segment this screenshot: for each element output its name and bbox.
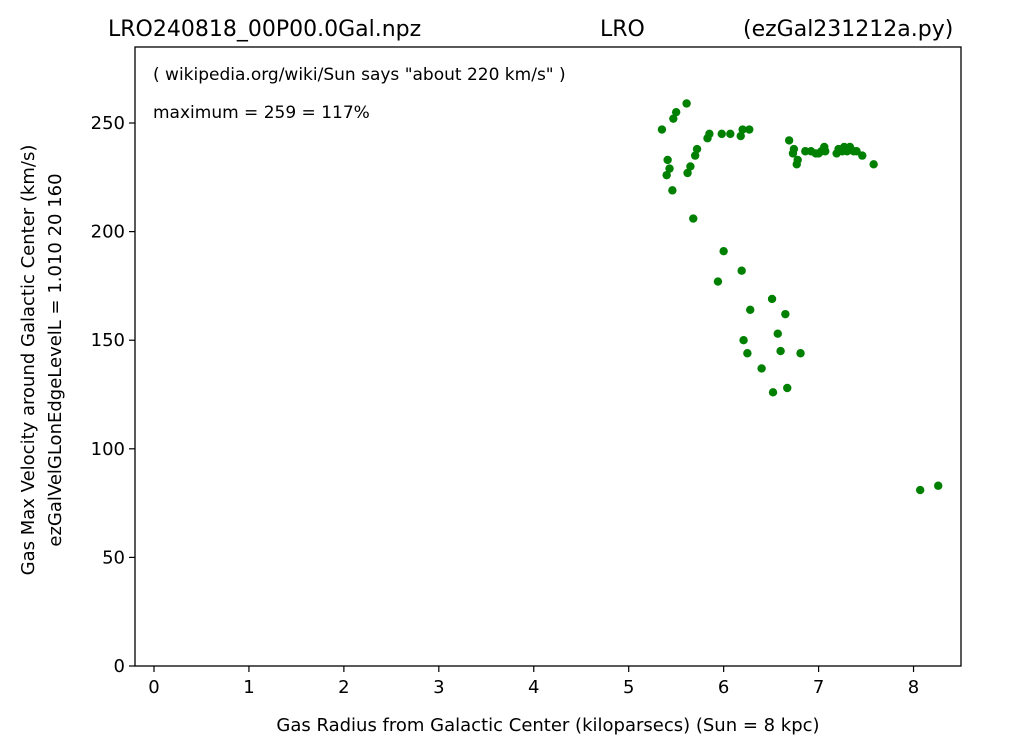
chart-title-station: LRO [600,17,645,42]
data-point [781,309,790,319]
data-point [671,107,681,117]
data-point [776,346,785,356]
data-point [737,266,746,275]
data-point [934,481,943,490]
data-point [767,294,777,304]
y-tick-label: 250 [91,113,125,134]
data-point [743,349,752,358]
data-point [689,214,698,223]
chart-title-program: (ezGal231212a.py) [743,17,953,42]
x-tick-label: 4 [528,677,539,698]
data-point [657,125,667,134]
data-point [738,125,747,134]
data-point [668,186,677,195]
data-point [739,336,748,345]
x-tick-label: 0 [148,677,159,698]
reference-note: ( wikipedia.org/wiki/Sun says "about 220… [153,65,566,85]
data-point [683,168,692,178]
data-point [773,329,782,338]
x-tick-label: 8 [908,677,919,698]
data-point [789,144,799,154]
data-point [745,125,754,134]
x-tick-label: 6 [718,677,729,698]
data-point [796,349,805,358]
data-point [746,305,755,315]
y-tick-label: 100 [91,439,125,460]
x-tick-label: 5 [623,677,634,698]
data-points [657,99,943,495]
data-point [793,155,802,165]
x-tick-label: 2 [338,677,349,698]
y-tick-label: 0 [114,656,125,677]
data-point [690,151,700,160]
y-axis-ticks: 0 50 100 150 200 250 [91,113,135,677]
x-axis-ticks: 0 1 2 3 4 5 6 7 8 [148,666,919,698]
chart-title-file: LRO240818_00P00.0Gal.npz [108,17,421,42]
y-axis-label-line1: Gas Max Velocity around Galactic Center … [18,145,39,576]
x-tick-label: 1 [243,677,254,698]
data-point [821,147,830,156]
y-tick-label: 200 [91,222,125,243]
data-point [705,129,714,139]
data-point [768,388,778,397]
data-point [852,147,861,156]
x-tick-label: 7 [813,677,824,698]
x-tick-label: 3 [433,677,444,698]
y-tick-label: 50 [102,547,125,568]
plot-area [134,46,962,667]
data-point [662,170,671,180]
y-axis-label-line2: ezGalVelGLonEdgeLevelL = 1.010 20 160 [45,173,66,546]
data-point [783,383,792,393]
data-point [665,164,674,173]
maximum-note: maximum = 259 = 117% [153,103,370,123]
data-point [686,162,695,171]
y-tick-label: 150 [91,330,125,351]
data-point [719,246,728,256]
data-point [915,485,925,495]
data-point [858,151,867,160]
data-point [713,277,723,286]
data-point [682,99,691,108]
data-point [692,144,702,154]
data-point [736,131,745,141]
data-point [717,129,726,139]
data-point [869,160,878,169]
data-point [669,114,678,123]
x-axis-label: Gas Radius from Galactic Center (kilopar… [276,715,819,736]
data-point [663,155,672,165]
data-point [726,129,735,139]
data-point [784,136,794,145]
data-point [757,364,766,373]
